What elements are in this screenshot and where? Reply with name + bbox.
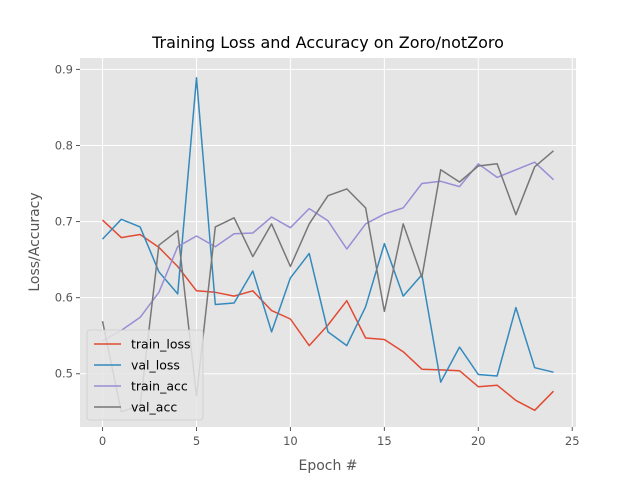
y-tick-label: 0.7 bbox=[55, 215, 73, 229]
legend-label: val_acc bbox=[131, 400, 177, 415]
series-line-val-loss bbox=[101, 77, 554, 383]
y-tick-label: 0.5 bbox=[55, 367, 73, 381]
x-tick-label: 25 bbox=[565, 434, 580, 448]
series-line-val-acc bbox=[101, 150, 554, 413]
y-axis-label: Loss/Accuracy bbox=[27, 192, 43, 291]
chart-title: Training Loss and Accuracy on Zoro/notZo… bbox=[151, 33, 504, 52]
ticks: 0 5 10 15 20 25 0.5 0.6 0.7 0.8 0.9 bbox=[55, 62, 580, 448]
x-tick-label: 0 bbox=[99, 434, 106, 448]
y-tick-label: 0.6 bbox=[55, 291, 73, 305]
x-tick-label: 20 bbox=[471, 434, 486, 448]
x-tick-label: 15 bbox=[377, 434, 392, 448]
series-line-train-loss bbox=[101, 219, 555, 412]
y-tick-label: 0.9 bbox=[55, 62, 73, 76]
legend: train_loss val_loss train_acc val_acc bbox=[86, 329, 204, 421]
legend-label: train_loss bbox=[131, 337, 191, 352]
legend-box bbox=[86, 329, 204, 421]
x-axis-label: Epoch # bbox=[298, 458, 357, 474]
y-tick-label: 0.8 bbox=[55, 138, 73, 152]
x-tick-label: 5 bbox=[193, 434, 200, 448]
legend-label: val_loss bbox=[131, 358, 180, 373]
series-line-train-acc bbox=[102, 161, 555, 342]
series-lines bbox=[101, 77, 555, 413]
legend-label: train_acc bbox=[131, 379, 188, 394]
grid bbox=[80, 58, 576, 427]
x-tick-label: 10 bbox=[283, 434, 298, 448]
